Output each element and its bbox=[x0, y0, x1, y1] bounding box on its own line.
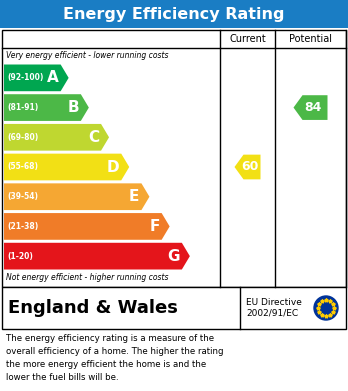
Text: G: G bbox=[167, 249, 180, 264]
Polygon shape bbox=[4, 124, 109, 151]
Bar bbox=[0, 0, 348, 28]
Text: C: C bbox=[88, 130, 99, 145]
Text: 84: 84 bbox=[304, 101, 321, 114]
Bar bbox=[2, 30, 346, 287]
Polygon shape bbox=[4, 94, 89, 121]
Text: F: F bbox=[149, 219, 160, 234]
Text: overall efficiency of a home. The higher the rating: overall efficiency of a home. The higher… bbox=[6, 347, 223, 356]
Text: A: A bbox=[47, 70, 59, 85]
Circle shape bbox=[314, 296, 338, 320]
Text: E: E bbox=[129, 189, 140, 204]
Polygon shape bbox=[235, 155, 261, 179]
Text: lower the fuel bills will be.: lower the fuel bills will be. bbox=[6, 373, 119, 382]
Text: the more energy efficient the home is and the: the more energy efficient the home is an… bbox=[6, 360, 206, 369]
Text: Energy Efficiency Rating: Energy Efficiency Rating bbox=[63, 7, 285, 22]
Polygon shape bbox=[4, 213, 169, 240]
Text: D: D bbox=[106, 160, 119, 174]
Text: Very energy efficient - lower running costs: Very energy efficient - lower running co… bbox=[6, 52, 168, 61]
Text: B: B bbox=[67, 100, 79, 115]
Polygon shape bbox=[4, 65, 69, 91]
Polygon shape bbox=[4, 154, 129, 180]
Text: (81-91): (81-91) bbox=[7, 103, 38, 112]
Text: Not energy efficient - higher running costs: Not energy efficient - higher running co… bbox=[6, 273, 168, 283]
Polygon shape bbox=[4, 243, 190, 269]
Text: The energy efficiency rating is a measure of the: The energy efficiency rating is a measur… bbox=[6, 334, 214, 343]
Text: 2002/91/EC: 2002/91/EC bbox=[246, 309, 298, 318]
Polygon shape bbox=[293, 95, 327, 120]
Text: Potential: Potential bbox=[289, 34, 332, 44]
Polygon shape bbox=[4, 183, 149, 210]
Text: (55-68): (55-68) bbox=[7, 163, 38, 172]
Text: 60: 60 bbox=[241, 160, 258, 174]
Bar bbox=[2, 287, 346, 329]
Text: (92-100): (92-100) bbox=[7, 74, 44, 83]
Text: EU Directive: EU Directive bbox=[246, 298, 302, 307]
Text: (39-54): (39-54) bbox=[7, 192, 38, 201]
Text: (69-80): (69-80) bbox=[7, 133, 38, 142]
Text: Current: Current bbox=[229, 34, 266, 44]
Text: England & Wales: England & Wales bbox=[8, 299, 178, 317]
Text: (1-20): (1-20) bbox=[7, 252, 33, 261]
Text: (21-38): (21-38) bbox=[7, 222, 38, 231]
